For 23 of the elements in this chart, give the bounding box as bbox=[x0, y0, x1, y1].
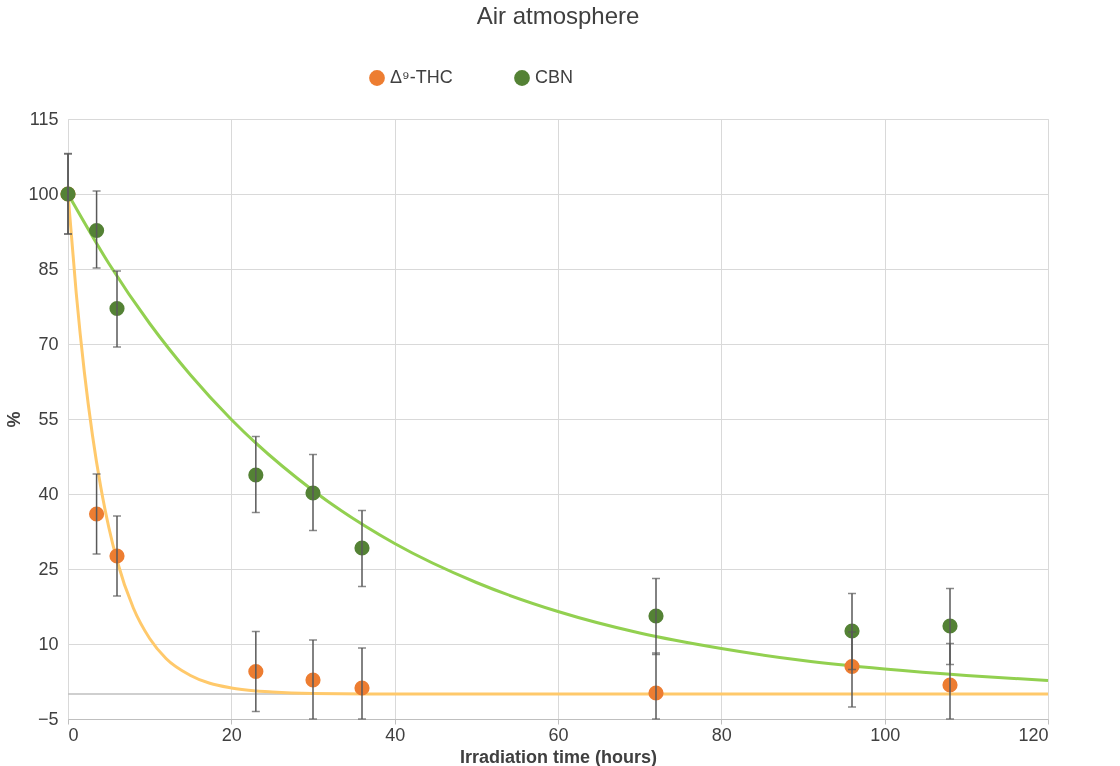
y-tick-label: 55 bbox=[38, 408, 59, 429]
y-axis-title: % bbox=[4, 411, 25, 428]
y-tick-label: 115 bbox=[29, 108, 59, 129]
y-tick-label: 85 bbox=[38, 258, 59, 279]
x-tick-label: 40 bbox=[385, 724, 406, 745]
y-tick-label: 40 bbox=[38, 483, 59, 504]
legend-label: CBN bbox=[535, 67, 574, 87]
x-tick-label: 60 bbox=[548, 724, 569, 745]
y-tick-label: 70 bbox=[38, 333, 59, 354]
point bbox=[89, 222, 105, 239]
y-tick-label: 10 bbox=[38, 633, 59, 654]
y-tick-label: 25 bbox=[38, 558, 59, 579]
point bbox=[89, 506, 105, 522]
x-tick-label: 80 bbox=[711, 724, 732, 745]
x-tick-label: 100 bbox=[870, 724, 901, 745]
y-tick-label: −5 bbox=[37, 708, 59, 729]
y-tick-label: 100 bbox=[28, 183, 59, 204]
legend-label: Δ⁹-THC bbox=[390, 67, 453, 87]
x-axis-title: Irradiation time (hours) bbox=[459, 746, 658, 766]
x-tick-label: 120 bbox=[1018, 724, 1049, 745]
x-tick-label: 20 bbox=[221, 724, 242, 745]
x-tick-label: 0 bbox=[68, 724, 79, 745]
chart-title: Air atmosphere bbox=[476, 2, 640, 29]
